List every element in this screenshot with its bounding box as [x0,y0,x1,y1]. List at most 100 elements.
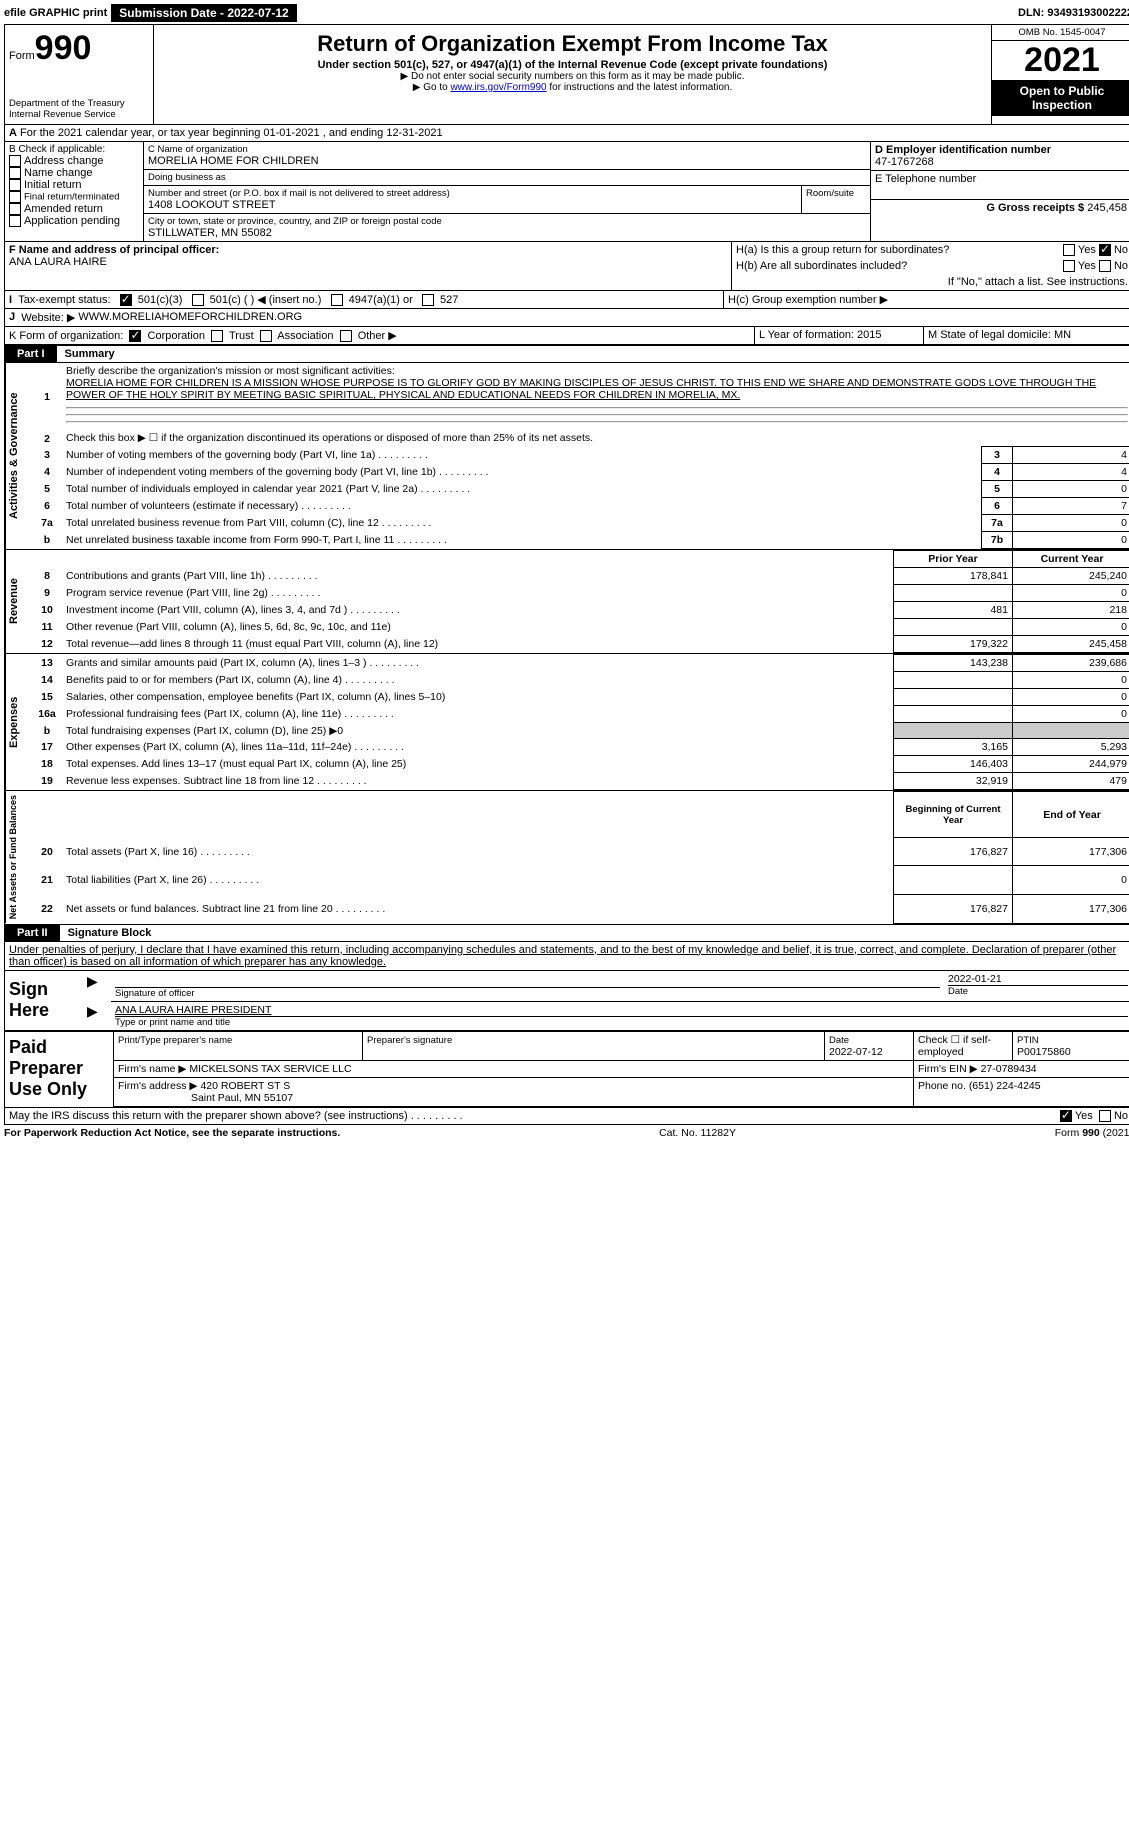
v4: 4 [1013,464,1129,481]
l11: Other revenue (Part VIII, column (A), li… [62,619,894,636]
d-label: D Employer identification number [875,144,1127,156]
officer-name-label: Type or print name and title [115,1016,1128,1028]
k-form-org: K Form of organization: Corporation Trus… [5,327,755,344]
c22: 177,306 [1013,894,1129,923]
col-b: B Check if applicable: Address change Na… [5,142,144,241]
h-a: H(a) Is this a group return for subordin… [732,242,1129,258]
prior-hdr: Prior Year [894,551,1013,568]
h-a-label: H(a) Is this a group return for subordin… [736,244,1063,256]
m-state: M State of legal domicile: MN [924,327,1129,344]
c-room: Room/suite [802,186,870,213]
firm-city: Saint Paul, MN 55107 [191,1092,293,1104]
officer-name: ANA LAURA HAIRE PRESIDENT [115,1004,1128,1016]
p15 [894,689,1013,706]
firm-addr-label: Firm's address ▶ [118,1080,198,1092]
i-o4: 527 [440,294,458,306]
part2-label: Part II [5,925,60,941]
section-f-h: F Name and address of principal officer:… [5,242,1129,291]
l3: Number of voting members of the governin… [62,447,982,464]
firm-addr: 420 ROBERT ST S [200,1080,290,1092]
tax-year: 2021 [992,41,1129,80]
c-street: Number and street (or P.O. box if mail i… [144,186,802,213]
f-officer: F Name and address of principal officer:… [5,242,732,290]
b-opt-3: Final return/terminated [9,191,139,203]
p9 [894,585,1013,602]
i-o3: 4947(a)(1) or [349,294,413,306]
sign-date: 2022-01-21 [948,973,1128,985]
c17: 5,293 [1013,739,1129,756]
c11: 0 [1013,619,1129,636]
c10: 218 [1013,602,1129,619]
title-cell: Return of Organization Exempt From Incom… [154,25,991,124]
l14: Benefits paid to or for members (Part IX… [62,672,894,689]
org-name: MORELIA HOME FOR CHILDREN [148,155,866,167]
prep-label: Paid Preparer Use Only [9,1037,87,1099]
b-opt-0: Address change [9,155,139,167]
rev-table: Prior YearCurrent Year 8Contributions an… [32,550,1129,653]
revenue-section: Revenue Prior YearCurrent Year 8Contribu… [5,549,1129,653]
v6: 7 [1013,498,1129,515]
irs-link[interactable]: www.irs.gov/Form990 [450,82,546,93]
prep-phone: (651) 224-4245 [969,1080,1041,1092]
p10: 481 [894,602,1013,619]
p17: 3,165 [894,739,1013,756]
p16b [894,723,1013,739]
h-a-yes: Yes [1063,244,1096,256]
form-number: 990 [35,29,92,67]
form-number-cell: Form990 Department of the Treasury Inter… [5,25,154,124]
p14 [894,672,1013,689]
e-label: E Telephone number [875,173,1127,185]
expenses-section: Expenses 13Grants and similar amounts pa… [5,653,1129,790]
dept-label: Department of the Treasury [9,98,149,109]
open-inspection: Open to Public Inspection [992,80,1129,116]
l17: Other expenses (Part IX, column (A), lin… [62,739,894,756]
i-o2: 501(c) ( ) ◀ (insert no.) [210,294,322,306]
efile-label: efile GRAPHIC print [4,7,107,19]
h-b: H(b) Are all subordinates included? Yes … [732,258,1129,274]
c15: 0 [1013,689,1129,706]
b-opt-2-label: Initial return [24,179,81,191]
form-subtitle: Under section 501(c), 527, or 4947(a)(1)… [158,59,987,71]
h-a-no: No [1099,244,1128,256]
ein-val: 47-1767268 [875,156,1127,168]
firm-name: MICKELSONS TAX SERVICE LLC [189,1063,351,1075]
g-label: G Gross receipts $ [986,202,1084,214]
g-val: 245,458 [1087,202,1127,214]
omb: OMB No. 1545-0047 [992,25,1129,41]
c-street-row: Number and street (or P.O. box if mail i… [144,186,870,214]
footer-form: Form 990 (2021) [1055,1127,1129,1139]
preparer-table: Paid Preparer Use Only Print/Type prepar… [5,1031,1129,1107]
note2-post: for instructions and the latest informat… [547,82,733,93]
jurat: Under penalties of perjury, I declare th… [5,942,1129,971]
f-val: ANA LAURA HAIRE [9,256,727,268]
p13: 143,238 [894,655,1013,672]
sign-date-label: Date [948,985,1128,997]
b-opt-0-label: Address change [24,155,104,167]
topbar: efile GRAPHIC print Submission Date - 20… [4,4,1129,22]
discuss-label: May the IRS discuss this return with the… [9,1110,1060,1122]
part1-label: Part I [5,346,57,362]
arrow-icon: ▶ [87,1003,98,1019]
note2-pre: ▶ Go to [413,82,451,93]
k-o3: Association [277,330,333,342]
e-phone: E Telephone number [871,171,1129,200]
note1: ▶ Do not enter social security numbers o… [158,71,987,82]
l19: Revenue less expenses. Subtract line 18 … [62,773,894,790]
i-status: I Tax-exempt status: 501(c)(3) 501(c) ( … [5,291,724,308]
l21: Total liabilities (Part X, line 26) [62,866,894,895]
c13: 239,686 [1013,655,1129,672]
c20: 177,306 [1013,837,1129,866]
k-label: K Form of organization: [9,330,123,342]
c-street-label: Number and street (or P.O. box if mail i… [148,188,797,199]
k-o1: Corporation [148,330,205,342]
line-a-text: For the 2021 calendar year, or tax year … [20,127,443,139]
h-c: H(c) Group exemption number ▶ [724,291,1129,308]
prep-date: 2022-07-12 [829,1046,883,1058]
city-val: STILLWATER, MN 55082 [148,227,866,239]
firm-name-label: Firm's name ▶ [118,1063,186,1075]
k-o2: Trust [229,330,254,342]
l5: Total number of individuals employed in … [62,481,982,498]
section-b-to-g: B Check if applicable: Address change Na… [5,142,1129,242]
form-prefix: Form [9,50,35,62]
note2: ▶ Go to www.irs.gov/Form990 for instruct… [158,82,987,93]
